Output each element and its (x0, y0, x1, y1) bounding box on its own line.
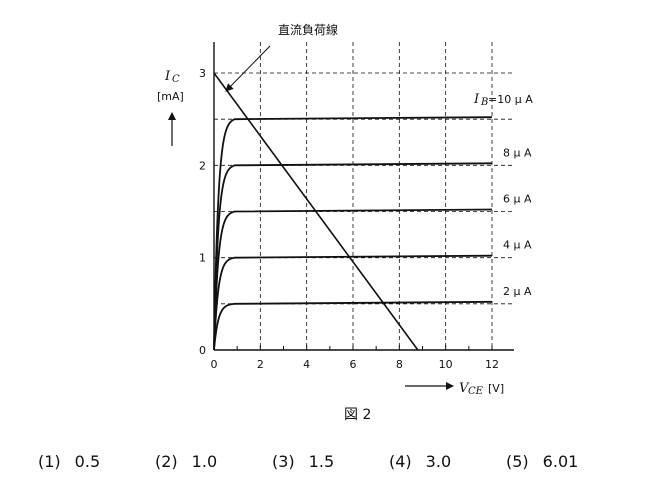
dc-load-line (213, 72, 419, 351)
curve-label: 8 μ A (503, 146, 532, 159)
x-tick-label: 6 (350, 358, 357, 371)
y-tick-label: 1 (199, 252, 206, 265)
y-tick-label: 3 (199, 67, 206, 80)
answer-choices: (1) 0.5 (2) 1.0 (3) 1.5 (4) 3.0 (5) 6.01 (38, 452, 638, 476)
answer-choice[interactable]: (5) 6.01 (506, 452, 623, 476)
y-axis-unit: [mA] (157, 90, 184, 103)
choice-number: (4) (389, 452, 412, 471)
choice-value: 1.0 (191, 452, 218, 471)
curve-label: 2 μ A (503, 285, 532, 298)
answer-choice[interactable]: (4) 3.0 (389, 452, 506, 476)
answer-choice[interactable]: (1) 0.5 (38, 452, 155, 476)
x-tick-label: 4 (303, 358, 310, 371)
answer-choice[interactable]: (2) 1.0 (155, 452, 272, 476)
x-axis-symbol: V (459, 381, 470, 396)
ib-curve (213, 116, 493, 351)
x-axis-subscript: CE (468, 386, 484, 397)
y-axis-symbol: I (164, 69, 171, 84)
annotation-arrow (225, 45, 271, 92)
load-line (213, 72, 419, 351)
answer-choice[interactable]: (3) 1.5 (272, 452, 389, 476)
curve-label: =10 μ A (488, 93, 533, 106)
axes (213, 42, 514, 351)
curve-label-symbol: I (473, 92, 480, 107)
x-tick-label: 0 (211, 358, 218, 371)
curve-label: 6 μ A (503, 193, 532, 206)
y-tick-label: 2 (199, 159, 206, 172)
x-tick-label: 12 (485, 358, 499, 371)
curve-label-subscript: B (480, 97, 488, 108)
choice-number: (5) (506, 452, 529, 471)
choice-value: 0.5 (74, 452, 101, 471)
choice-number: (1) (38, 452, 61, 471)
choice-value: 3.0 (425, 452, 452, 471)
x-axis-unit: [V] (488, 382, 504, 395)
x-tick-label: 8 (396, 358, 403, 371)
x-tick-label: 10 (439, 358, 453, 371)
y-axis-subscript: C (172, 74, 180, 85)
ib-curve (213, 300, 493, 351)
load-line-annotation: 直流負荷線 (278, 22, 338, 37)
ib-curve (213, 254, 493, 351)
characteristic-curves (213, 116, 493, 351)
choice-number: (3) (272, 452, 295, 471)
choice-value: 1.5 (308, 452, 335, 471)
choice-value: 6.01 (542, 452, 579, 471)
x-tick-label: 2 (257, 358, 264, 371)
ib-curve (213, 208, 493, 351)
curve-label: 4 μ A (503, 239, 532, 252)
y-tick-label: 0 (199, 344, 206, 357)
ib-curve (213, 162, 493, 351)
choice-number: (2) (155, 452, 178, 471)
figure-caption: 図 2 (344, 407, 371, 423)
